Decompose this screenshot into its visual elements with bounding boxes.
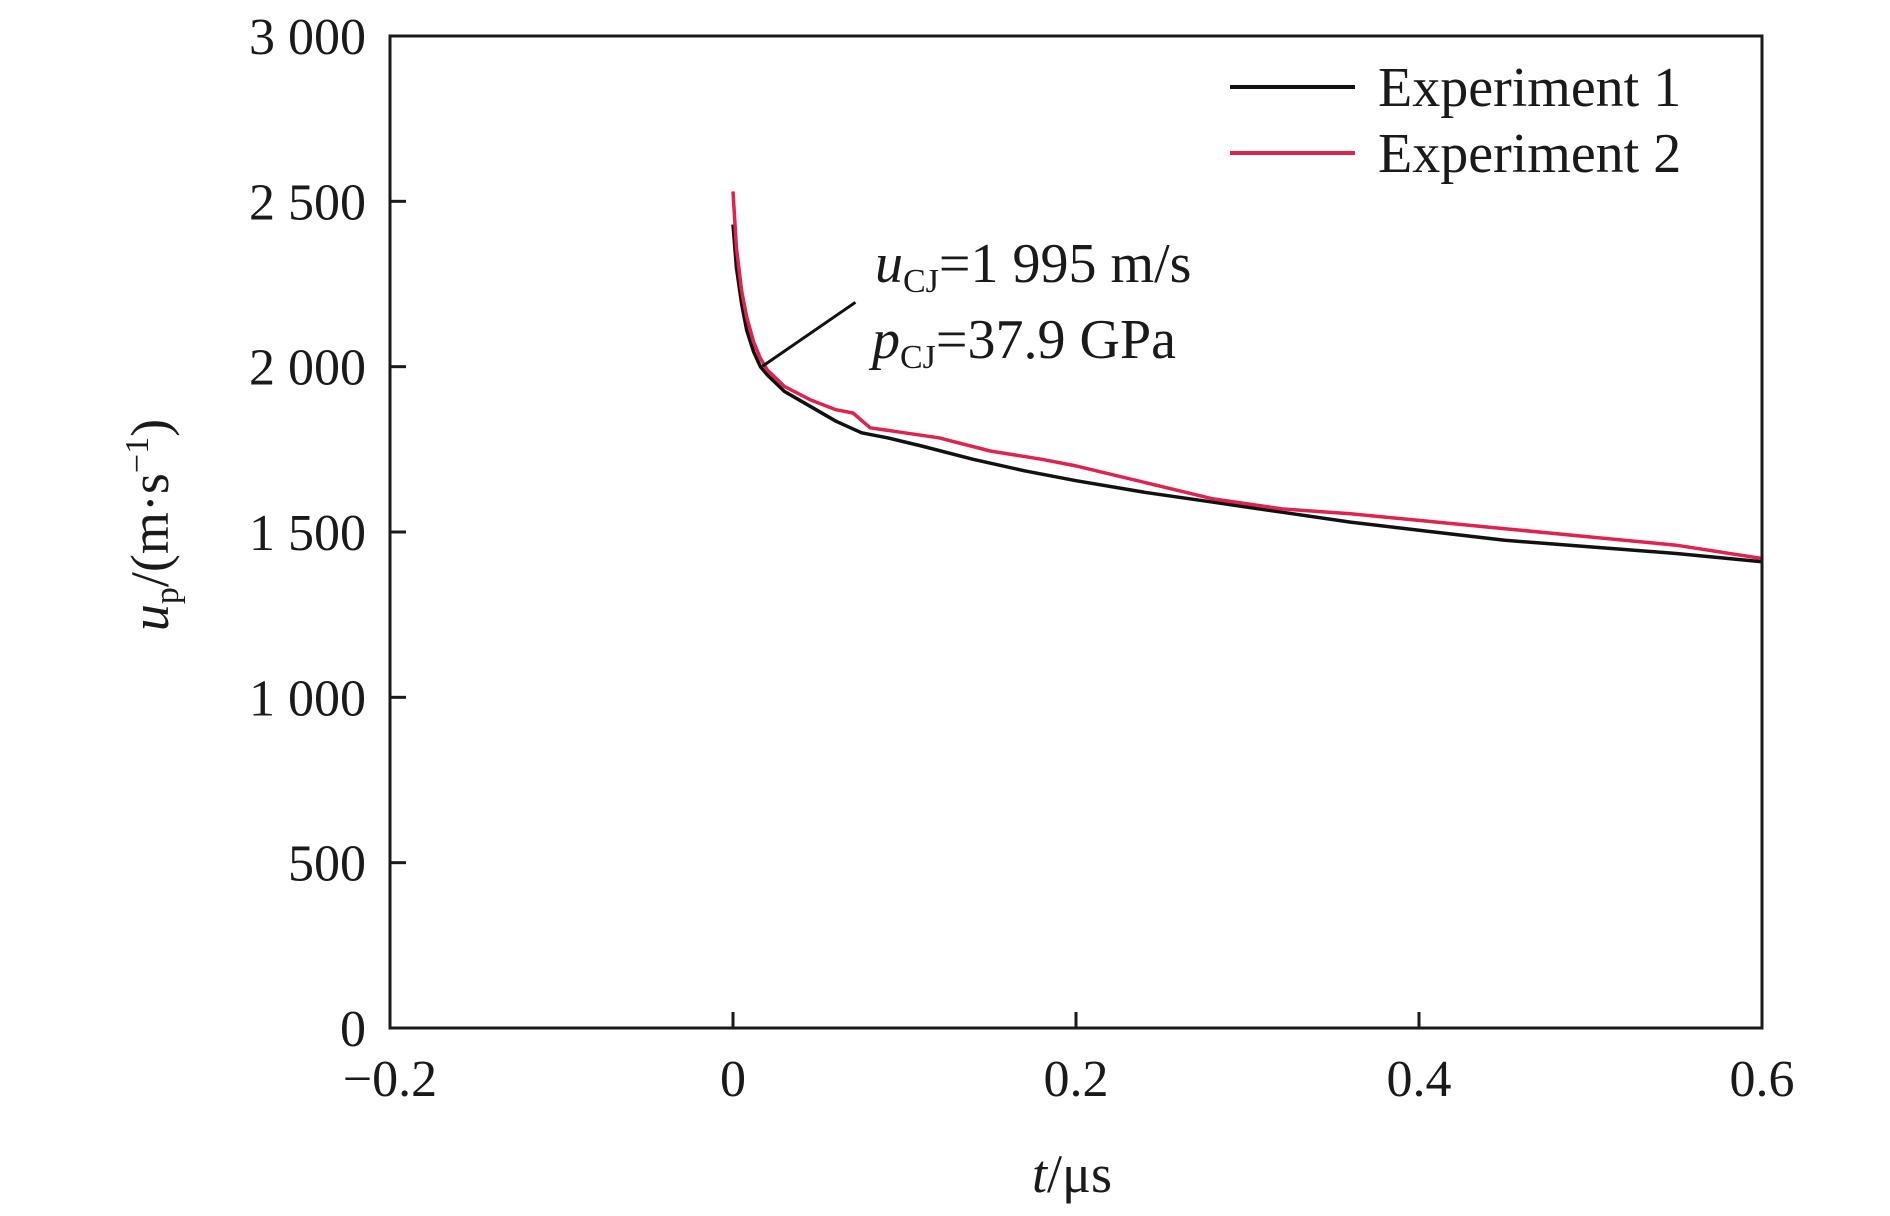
annotation-p-value: =37.9 GPa — [936, 309, 1176, 371]
legend-label-experiment-2: Experiment 2 — [1378, 123, 1681, 185]
annotation-p-cj: pCJ=37.9 GPa — [868, 309, 1176, 376]
legend-label-experiment-1: Experiment 1 — [1378, 57, 1681, 119]
x-axis-label-unit: /μs — [1047, 1144, 1112, 1204]
y-axis-label: up/(m·s−1) — [119, 419, 186, 631]
x-tick-label: −0.2 — [343, 1051, 437, 1108]
y-tick-label: 0 — [340, 1001, 366, 1058]
y-tick-label: 500 — [288, 836, 366, 893]
y-axis-label-unit-sup: −1 — [119, 437, 156, 473]
x-tick-label: 0 — [720, 1051, 746, 1108]
x-tick-label: 0.2 — [1044, 1051, 1109, 1108]
y-tick-label: 2 000 — [249, 340, 366, 397]
annotation-leader-line — [761, 301, 857, 368]
series-layer — [731, 191, 1763, 564]
legend: Experiment 1 Experiment 2 — [1230, 57, 1681, 185]
x-tick-label: 0.6 — [1730, 1051, 1795, 1108]
y-tick-label: 3 000 — [249, 9, 366, 66]
series-line-experiment-2 — [731, 191, 1763, 561]
annotation-u-main: u — [875, 233, 903, 295]
x-axis-label-main: t — [1032, 1144, 1049, 1204]
annotation-p-sub: CJ — [900, 339, 936, 376]
y-axis-label-sub: p — [149, 587, 186, 604]
y-tick-label: 2 500 — [249, 174, 366, 231]
y-tick-label: 1 500 — [249, 505, 366, 562]
y-axis-label-unit: /(m·s — [120, 473, 180, 587]
series-line-experiment-1 — [731, 224, 1763, 564]
y-tick-label: 1 000 — [249, 670, 366, 727]
annotation-p-main: p — [868, 309, 900, 371]
annotation-u-sub: CJ — [903, 263, 939, 300]
y-axis-label-main: u — [120, 604, 180, 631]
annotation-u-value: =1 995 m/s — [939, 233, 1192, 295]
x-axis-label: t/μs — [1032, 1144, 1112, 1204]
x-tick-label: 0.4 — [1387, 1051, 1452, 1108]
y-axis-label-unit-close: ) — [120, 419, 180, 437]
annotation-u-cj: uCJ=1 995 m/s — [875, 233, 1191, 300]
